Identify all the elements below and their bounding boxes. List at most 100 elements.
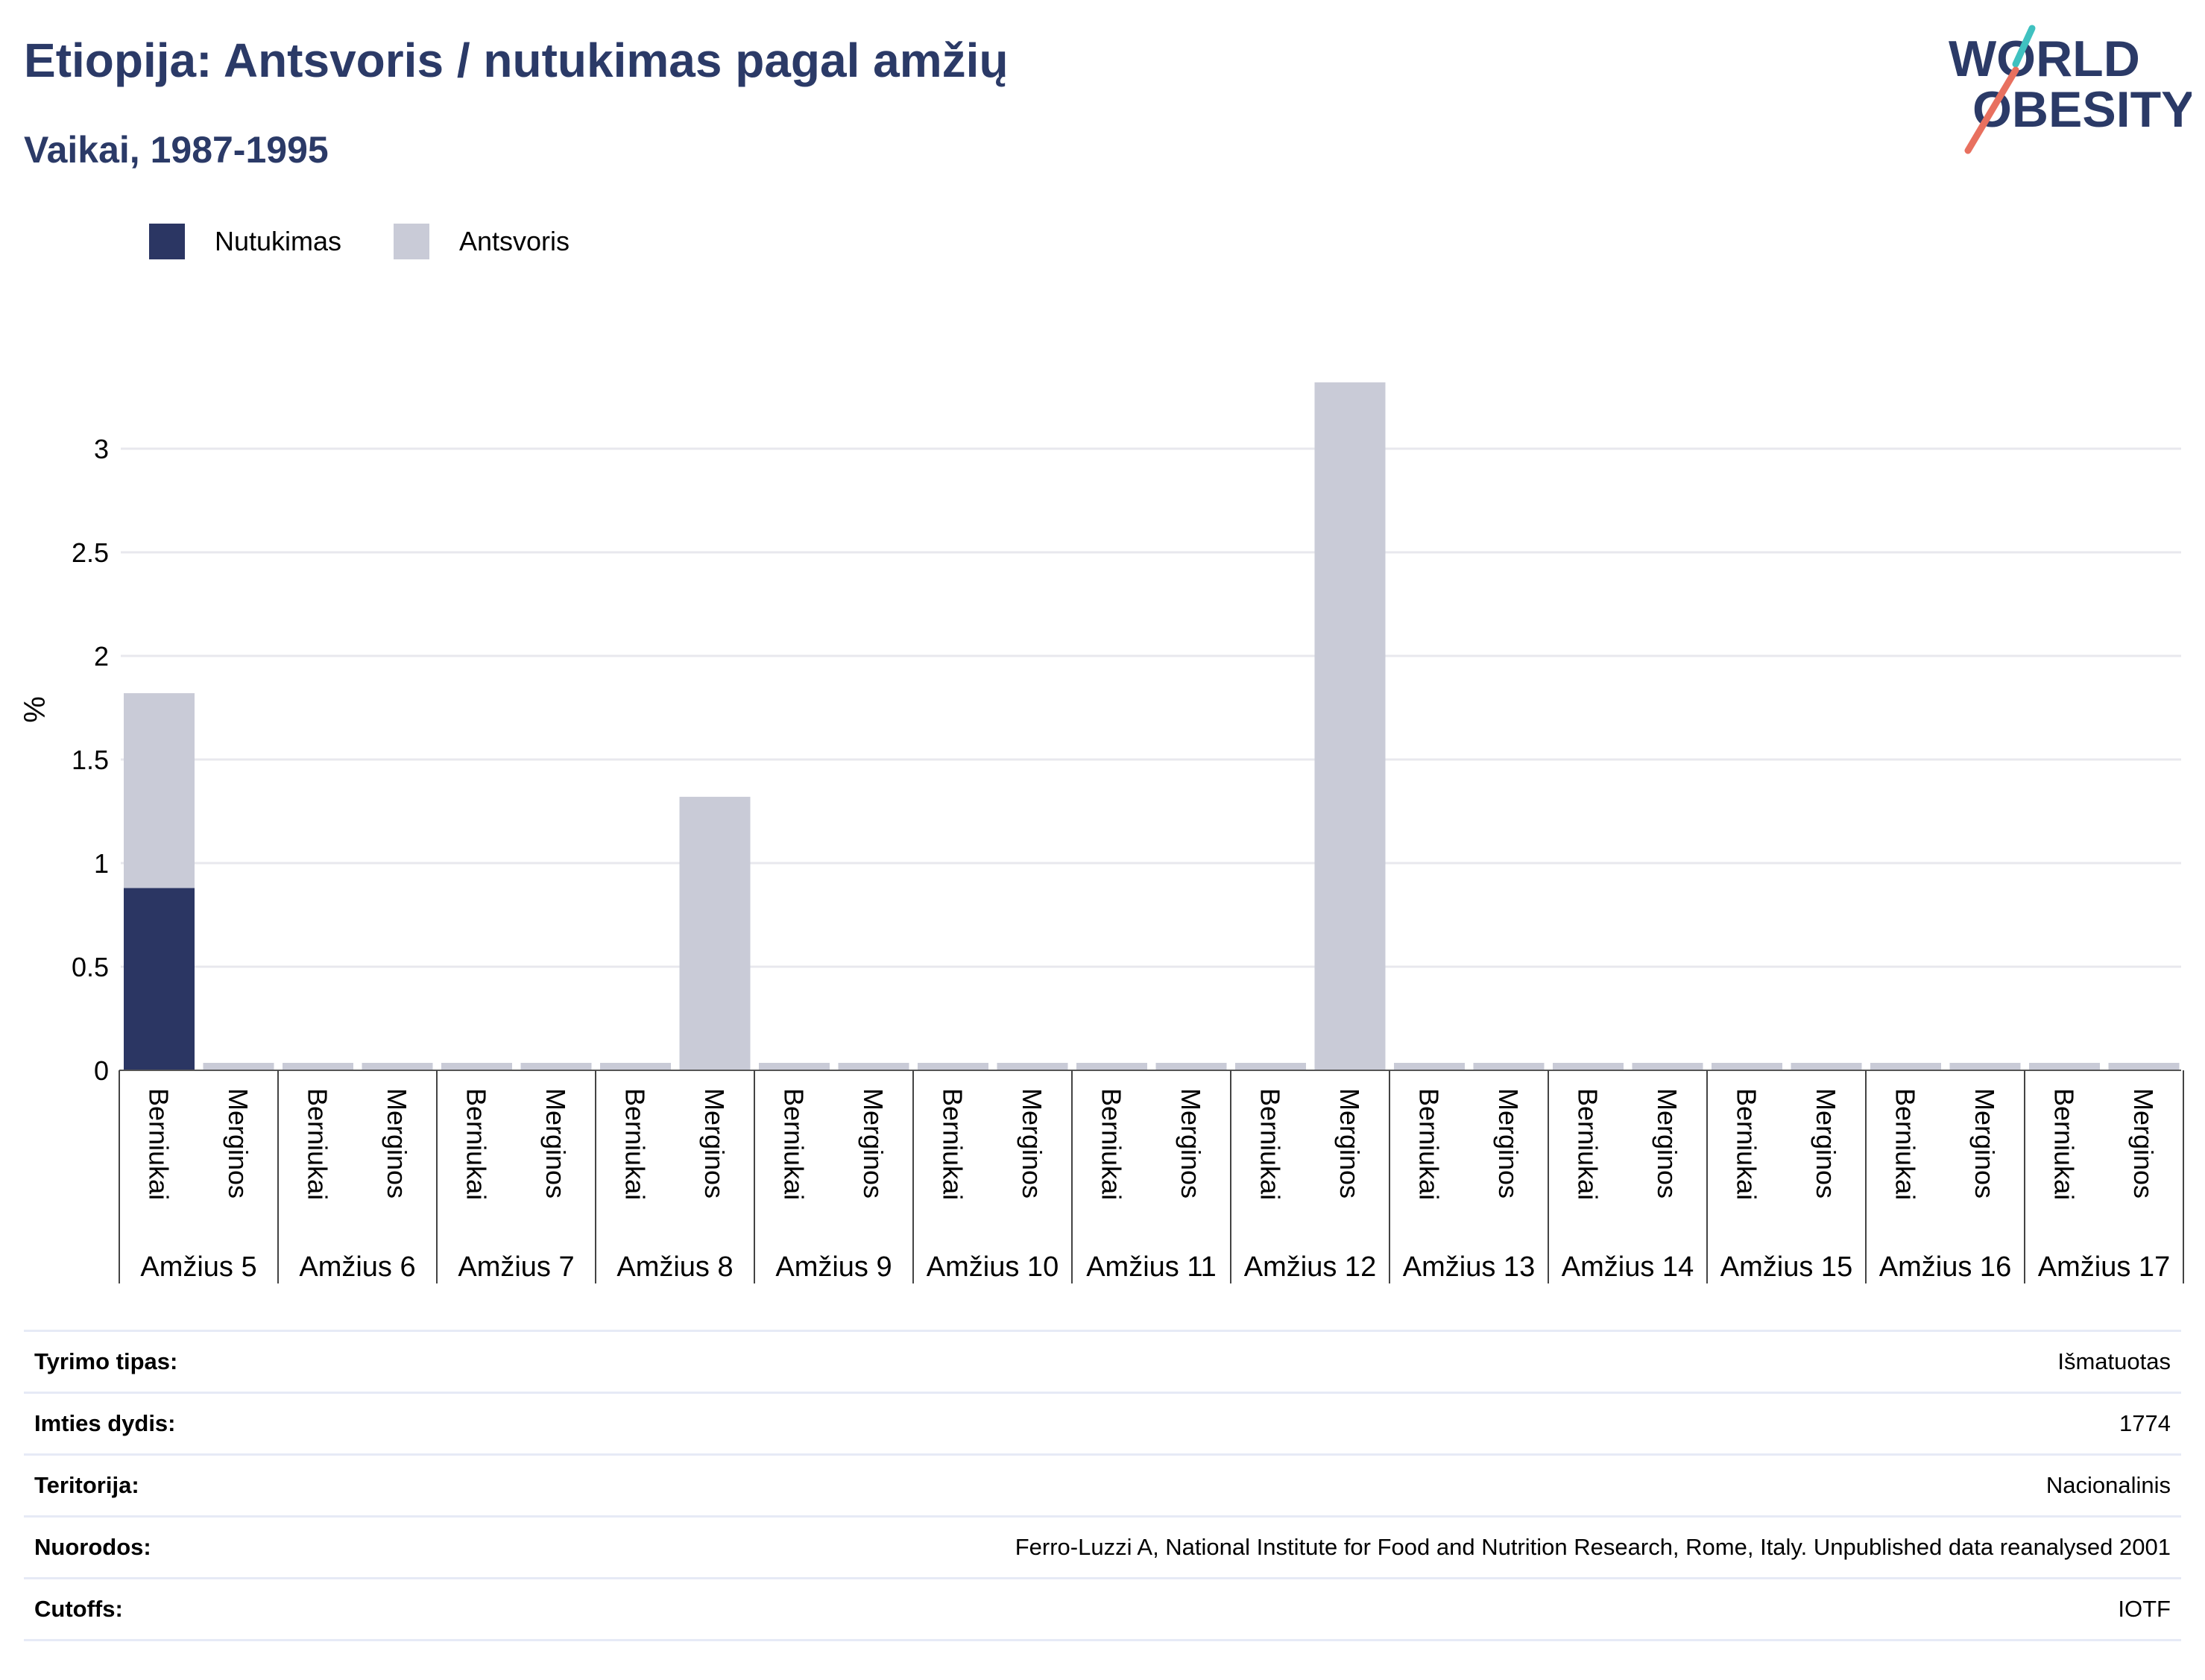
grid-lines <box>121 447 2181 968</box>
x-sub-label: Merginos <box>1811 1088 1841 1199</box>
x-sub-label: Berniukai <box>1097 1088 1127 1200</box>
legend-label-nutukimas: Nutukimas <box>215 226 341 256</box>
x-sub-label: Merginos <box>858 1088 889 1199</box>
bar-zero-stub <box>1553 1063 1624 1070</box>
x-group-label: Amžius 6 <box>299 1251 415 1283</box>
table-row: Teritorija: Nacionalinis <box>24 1454 2181 1517</box>
bar-zero-stub <box>600 1063 671 1070</box>
info-key: Nuorodos: <box>34 1534 151 1560</box>
bar-zero-stub <box>283 1063 353 1070</box>
bar-zero-stub <box>1949 1063 2021 1070</box>
info-value: Nacionalinis <box>2045 1472 2171 1498</box>
y-tick-label: 2 <box>94 641 109 672</box>
x-sub-label: Merginos <box>540 1088 571 1199</box>
x-sub-label: Merginos <box>382 1088 412 1199</box>
bar-zero-stub <box>1155 1063 1227 1070</box>
x-sub-label: Merginos <box>1652 1088 1682 1199</box>
x-sub-label: Merginos <box>1176 1088 1206 1199</box>
x-group-label: Amžius 5 <box>140 1251 256 1283</box>
bar-antsvoris <box>124 693 195 888</box>
chart-subtitle: Vaikai, 1987-1995 <box>24 129 329 171</box>
x-sub-label: Berniukai <box>303 1088 333 1200</box>
table-row: Tyrimo tipas: Išmatuotas <box>24 1330 2181 1393</box>
world-obesity-logo: WORLD OBESITY <box>1949 25 2192 154</box>
bar-zero-stub <box>362 1063 433 1070</box>
bar-zero-stub <box>1712 1063 1782 1070</box>
legend-label-antsvoris: Antsvoris <box>459 226 570 256</box>
y-tick-label: 0.5 <box>72 952 109 982</box>
legend-swatch-nutukimas <box>149 224 185 259</box>
bar-zero-stub <box>997 1063 1068 1070</box>
y-tick-label: 0 <box>94 1055 109 1086</box>
x-sub-label: Berniukai <box>1414 1088 1445 1200</box>
x-sub-label: Merginos <box>1334 1088 1365 1199</box>
info-key: Teritorija: <box>34 1472 139 1498</box>
axes: 0 0.5 1 1.5 2 2.5 3 Amžius 5 Berniukai Merginos Am… <box>72 434 2184 1283</box>
x-sub-label: Berniukai <box>144 1088 174 1200</box>
bar-zero-stub <box>759 1063 830 1070</box>
info-value: IOTF <box>2118 1596 2171 1622</box>
x-sub-label: Berniukai <box>1890 1088 1921 1200</box>
info-key: Tyrimo tipas: <box>34 1348 178 1374</box>
bar-zero-stub <box>1394 1063 1465 1070</box>
x-sub-label: Merginos <box>699 1088 730 1199</box>
bar-zero-stub <box>520 1063 592 1070</box>
y-tick-label: 1 <box>94 848 109 879</box>
chart-title: Etiopija: Antsvoris / nutukimas pagal am… <box>24 34 1009 87</box>
info-key: Cutoffs: <box>34 1596 123 1622</box>
bar-zero-stub <box>441 1063 512 1070</box>
x-group-label: Amžius 11 <box>1086 1251 1217 1283</box>
table-row: Nuorodos: Ferro-Luzzi A, National Instit… <box>24 1516 2181 1579</box>
legend: Nutukimas Antsvoris <box>149 224 570 259</box>
bar-zero-stub <box>1632 1063 1703 1070</box>
x-sub-label: Berniukai <box>461 1088 492 1200</box>
bar-chart: 0 0.5 1 1.5 2 2.5 3 Amžius 5 Berniukai Merginos Am… <box>19 224 2184 1283</box>
x-group-label: Amžius 15 <box>1720 1251 1852 1283</box>
info-value: Išmatuotas <box>2057 1348 2171 1374</box>
study-info-table: Tyrimo tipas: Išmatuotas Imties dydis: 1… <box>24 1330 2181 1641</box>
bar-zero-stub <box>1076 1063 1147 1070</box>
x-group-label: Amžius 9 <box>775 1251 892 1283</box>
x-group-label: Amžius 17 <box>2038 1251 2170 1283</box>
x-sub-label: Merginos <box>223 1088 253 1199</box>
bar-zero-stub <box>918 1063 988 1070</box>
bar-zero-stub <box>203 1063 274 1070</box>
bars <box>124 382 2180 1070</box>
x-sub-label: Berniukai <box>779 1088 810 1200</box>
info-key: Imties dydis: <box>34 1410 176 1436</box>
bar-nutukimas <box>124 888 195 1070</box>
y-axis-label: % <box>19 696 51 723</box>
bar-zero-stub <box>1870 1063 1941 1070</box>
x-group-label: Amžius 12 <box>1244 1251 1376 1283</box>
table-row: Imties dydis: 1774 <box>24 1392 2181 1455</box>
bar-zero-stub <box>838 1063 909 1070</box>
x-group-label: Amžius 7 <box>458 1251 574 1283</box>
x-sub-label: Merginos <box>1969 1088 2000 1199</box>
bar-zero-stub <box>1235 1063 1306 1070</box>
x-group-label: Amžius 14 <box>1562 1251 1694 1283</box>
y-tick-label: 2.5 <box>72 537 109 568</box>
bar-zero-stub <box>1473 1063 1545 1070</box>
table-row: Cutoffs: IOTF <box>24 1578 2181 1640</box>
bar-zero-stub <box>2029 1063 2100 1070</box>
y-tick-label: 3 <box>94 434 109 464</box>
legend-swatch-antsvoris <box>394 224 429 259</box>
logo-text-world: WORLD <box>1949 31 2140 87</box>
x-sub-label: Berniukai <box>2049 1088 2080 1200</box>
x-sub-label: Berniukai <box>620 1088 651 1200</box>
logo-slash-teal <box>2012 25 2036 68</box>
x-sub-label: Berniukai <box>938 1088 968 1200</box>
x-group-label: Amžius 13 <box>1403 1251 1535 1283</box>
logo-slash-coral <box>1964 66 2019 154</box>
bar-antsvoris <box>1314 382 1386 1070</box>
bar-antsvoris <box>679 797 751 1070</box>
x-sub-label: Merginos <box>1493 1088 1524 1199</box>
x-sub-label: Merginos <box>1017 1088 1047 1199</box>
x-sub-label: Berniukai <box>1255 1088 1286 1200</box>
info-value: 1774 <box>2119 1410 2171 1436</box>
x-sub-label: Merginos <box>2128 1088 2159 1199</box>
x-group-label: Amžius 10 <box>927 1251 1059 1283</box>
y-tick-label: 1.5 <box>72 745 109 775</box>
logo-text-obesity: OBESITY <box>1972 81 2192 138</box>
bar-zero-stub <box>1791 1063 1862 1070</box>
